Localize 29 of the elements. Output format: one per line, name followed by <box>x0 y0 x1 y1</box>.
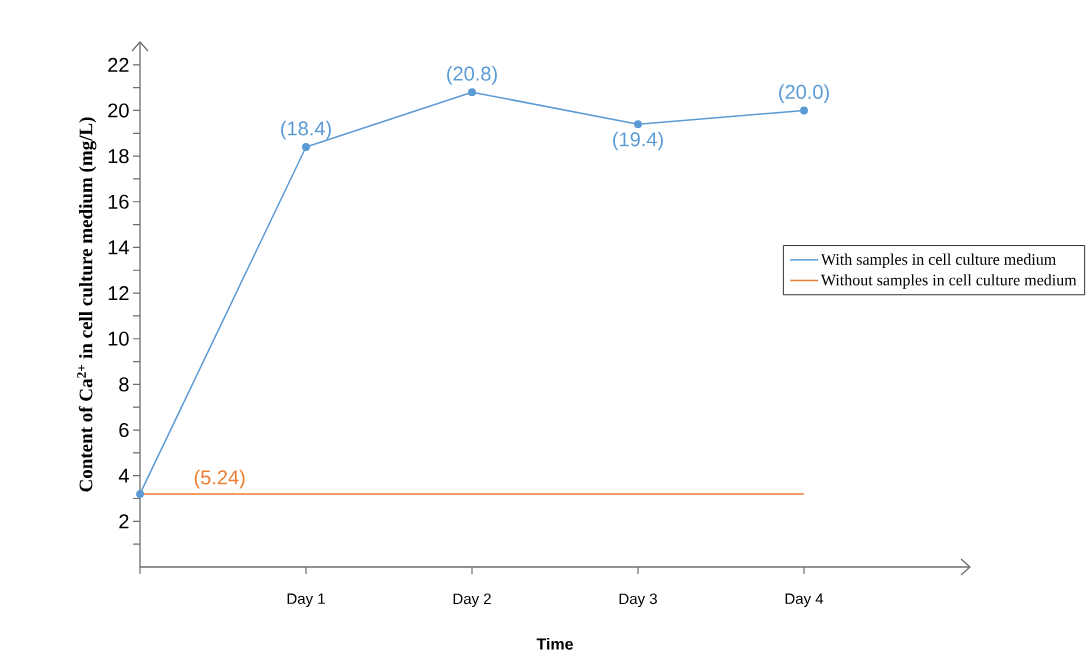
legend-label: With samples in cell culture medium <box>820 253 1056 269</box>
point <box>800 106 808 115</box>
y-tick-label: 6 <box>119 422 129 438</box>
y-tick-label: 20 <box>108 103 129 118</box>
y-tick-label: 22 <box>108 57 129 72</box>
point <box>468 88 476 97</box>
y-tick-label: 8 <box>119 377 129 392</box>
x-tick-label: Day 3 <box>619 593 657 608</box>
y-tick-label: 14 <box>108 240 129 255</box>
y-tick-label: 16 <box>108 194 129 209</box>
point <box>302 143 310 151</box>
y-axis-title: Content of Ca$^{2+}$ in cell culture medium (mg/L) <box>77 117 97 492</box>
data-label: (20.8) <box>447 66 497 85</box>
y-tick-label: 10 <box>108 331 129 346</box>
x-tick-label: Day 1 <box>287 593 325 607</box>
y-tick-label: 12 <box>108 286 129 301</box>
point <box>634 120 642 129</box>
legend-label: Without samples in cell culture medium <box>820 274 1077 289</box>
data-label: (18.4) <box>281 120 331 140</box>
y-tick-label: 4 <box>118 468 129 483</box>
data-label: (20.0) <box>779 84 829 103</box>
y-tick-label: 2 <box>119 514 129 529</box>
x-tick-label: Day 2 <box>453 593 491 608</box>
annotation: (5.24) <box>194 469 245 489</box>
y-tick-label: 18 <box>108 149 129 164</box>
x-tick-label: Day 4 <box>785 593 824 607</box>
point <box>136 489 144 498</box>
data-label: (19.4) <box>613 131 663 151</box>
x-axis-title: Time <box>536 637 573 650</box>
